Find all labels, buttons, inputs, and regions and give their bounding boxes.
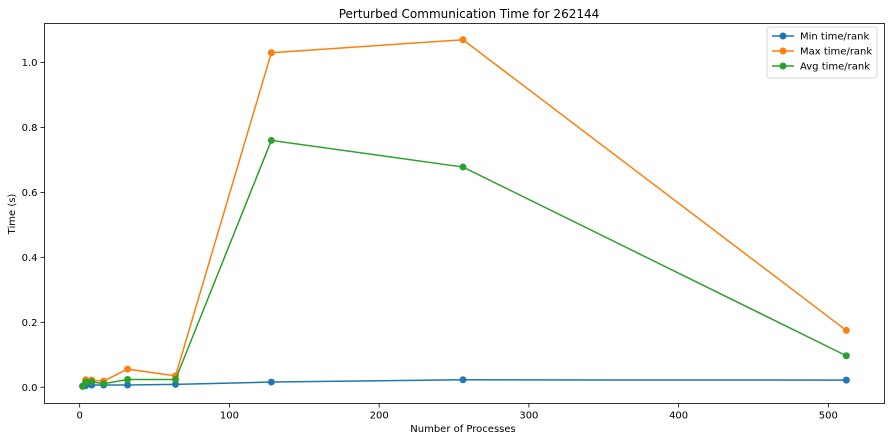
y-tick-label: 1.0 — [22, 58, 38, 69]
x-tick-label: 200 — [370, 411, 389, 422]
series-layer — [79, 36, 850, 390]
legend-swatch-marker — [779, 62, 787, 70]
y-tick-label: 0.8 — [22, 123, 38, 134]
data-point — [100, 380, 108, 388]
x-tick-label: 400 — [669, 411, 688, 422]
data-point — [124, 381, 132, 389]
y-axis-title: Time (s) — [7, 194, 18, 236]
data-point — [267, 136, 275, 144]
x-tick-label: 0 — [76, 411, 82, 422]
data-point — [267, 378, 275, 386]
series-1 — [79, 376, 850, 390]
y-tick-label: 0.4 — [22, 253, 38, 264]
data-point — [124, 365, 132, 373]
x-axis: 0 100 200 300 400 500 — [76, 403, 838, 422]
legend-swatch-marker — [779, 32, 787, 40]
data-point — [82, 378, 90, 386]
legend: Min time/rank Max time/rank Avg time/rank — [766, 26, 878, 79]
legend-frame — [766, 26, 878, 79]
data-point — [459, 163, 467, 171]
data-point — [842, 326, 850, 334]
x-tick-label: 100 — [220, 411, 239, 422]
x-tick-label: 500 — [819, 411, 838, 422]
legend-swatch-marker — [779, 47, 787, 55]
data-point — [124, 375, 132, 383]
y-tick-label: 0.0 — [22, 383, 38, 394]
series-3 — [79, 136, 850, 390]
y-tick-label: 0.6 — [22, 188, 38, 199]
data-point — [172, 380, 180, 388]
series-line — [82, 38, 847, 387]
data-point — [842, 352, 850, 360]
chart-title: Perturbed Communication Time for 262144 — [339, 7, 600, 21]
legend-label: Min time/rank — [800, 32, 869, 43]
plot-area — [44, 23, 885, 404]
legend-label: Avg time/rank — [800, 62, 870, 73]
data-point — [842, 376, 850, 384]
x-tick-label: 300 — [519, 411, 538, 422]
data-point — [459, 376, 467, 384]
y-axis: 0.0 0.2 0.4 0.6 0.8 1.0 — [22, 58, 45, 394]
series-line — [82, 139, 847, 387]
series-2 — [79, 36, 850, 390]
x-axis-title: Number of Processes — [410, 424, 515, 435]
data-point — [88, 378, 96, 386]
data-point — [172, 375, 180, 383]
y-tick-label: 0.2 — [22, 318, 38, 329]
data-point — [267, 49, 275, 57]
legend-label: Max time/rank — [800, 47, 872, 58]
data-point — [459, 36, 467, 44]
